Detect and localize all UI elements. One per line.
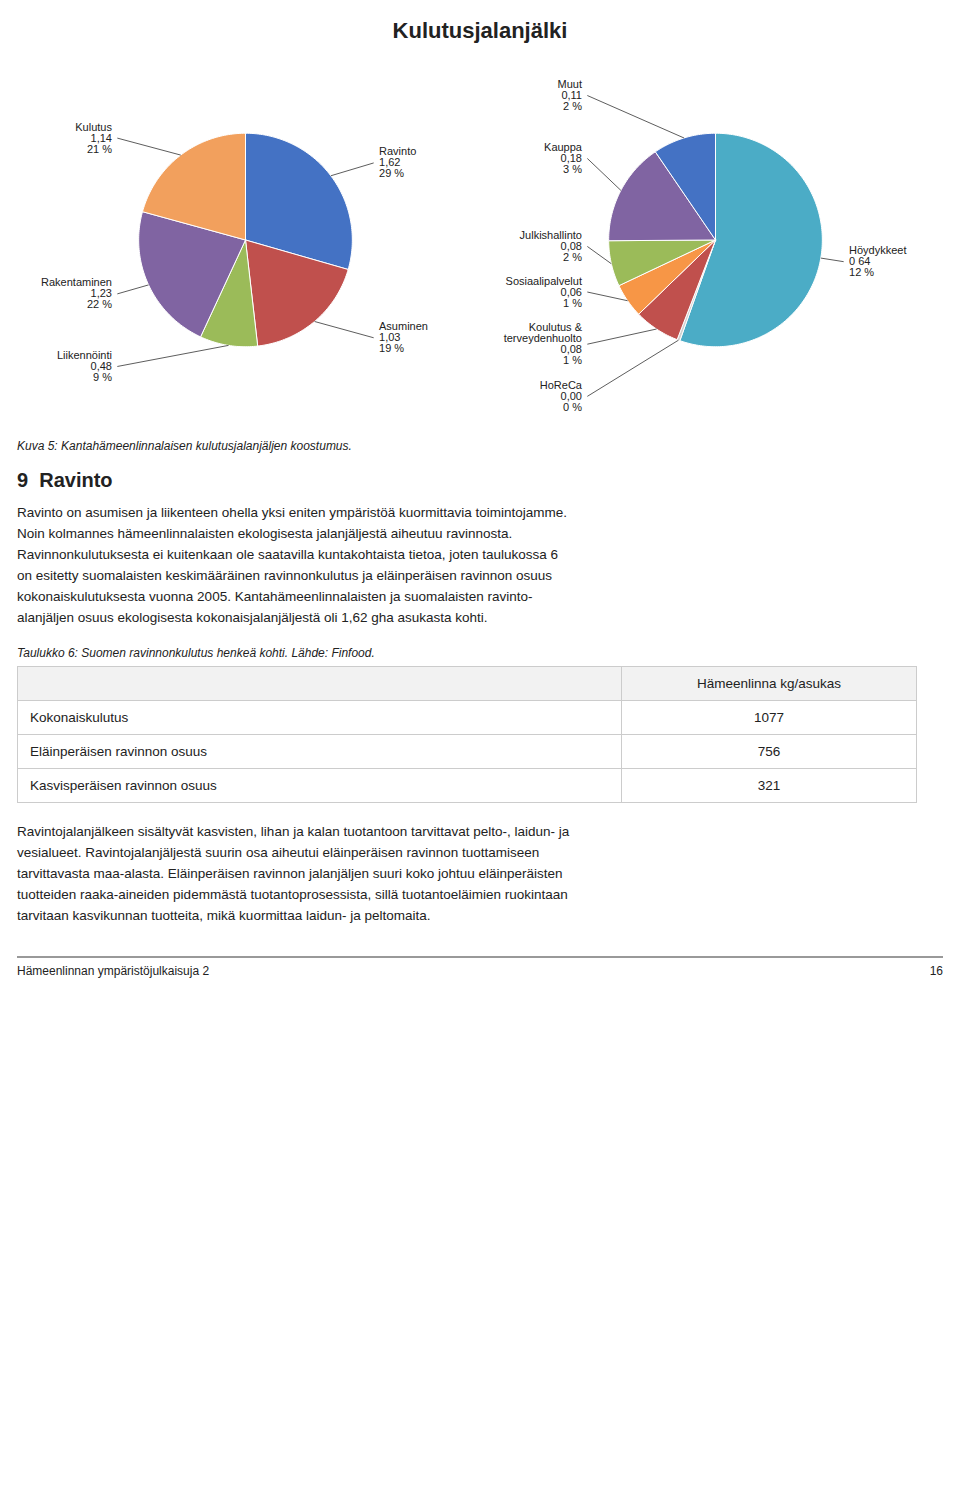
html-text:Kuva 5: Kantahämeenlinnalaisen: Kuva 5: Kantahämeenlinnalaisen kulutusja… [17, 439, 352, 453]
html-text:Ravinto on asumisen ja liikent: Ravinto on asumisen ja liikenteen ohella… [17, 505, 567, 520]
html-text:on esitetty suomalaisten keski: on esitetty suomalaisten keskimääräinen … [17, 568, 553, 583]
html-text:Hämeenlinna kg/asukas: Hämeenlinna kg/asukas [697, 676, 841, 691]
svg-text:Asuminen1,0319 %: Asuminen1,0319 % [379, 320, 428, 354]
html-text:Eläinperäisen ravinnon osuus: Eläinperäisen ravinnon osuus [30, 744, 208, 759]
html-text:vesialueet. Ravintojalanjäljes: vesialueet. Ravintojalanjäljestä suurin … [17, 845, 540, 860]
html-text:tarvittavasta maa-alasta. Eläi: tarvittavasta maa-alasta. Eläinperäisen … [17, 866, 563, 881]
svg-text:Höydykkeet0 6412 %: Höydykkeet0 6412 % [849, 244, 906, 278]
html-text:Taulukko 6: Suomen ravinnonkul: Taulukko 6: Suomen ravinnonkulutus henke… [17, 646, 375, 660]
svg-text:Muut0,112 %: Muut0,112 % [558, 78, 583, 112]
svg-text:Kulutus1,1421 %: Kulutus1,1421 % [75, 121, 112, 155]
html-text:1077: 1077 [754, 710, 784, 725]
html-text:756: 756 [757, 744, 781, 759]
svg-text:Ravinto1,6229 %: Ravinto1,6229 % [379, 145, 416, 179]
html-text:tuotteiden raaka-aineiden pide: tuotteiden raaka-aineiden pidemmästä tuo… [17, 887, 568, 902]
html-text:alanjäljen osuus ekologisesta: alanjäljen osuus ekologisesta kokonaisja… [17, 610, 488, 625]
html-text:Kulutusjalanjälki: Kulutusjalanjälki [392, 18, 568, 43]
html-text:kokonaiskulutuksesta vuonna 20: kokonaiskulutuksesta vuonna 2005. Kantah… [17, 589, 533, 604]
html-text:9 Ravinto: 9 Ravinto [17, 469, 113, 491]
html-text:Noin kolmannes hämeenlinnalais: Noin kolmannes hämeenlinnalaisten ekolog… [17, 526, 513, 541]
html-text:321: 321 [757, 778, 781, 793]
svg-text:Liikennöinti0,489 %: Liikennöinti0,489 % [57, 349, 112, 383]
html-text:16: 16 [929, 964, 943, 978]
html-text:Ravinnonkulutuksesta ei kuiten: Ravinnonkulutuksesta ei kuitenkaan ole s… [17, 547, 559, 562]
svg-text:Julkishallinto0,082 %: Julkishallinto0,082 % [520, 229, 583, 263]
svg-text:HoReCa0,000 %: HoReCa0,000 % [540, 379, 583, 413]
svg-text:Kauppa0,183 %: Kauppa0,183 % [544, 141, 583, 175]
html-text:Kokonaiskulutus: Kokonaiskulutus [30, 710, 129, 725]
svg-text:Sosiaalipalvelut0,061 %: Sosiaalipalvelut0,061 % [506, 275, 583, 309]
html-text:tarvitaan kasvikunnan tuotteit: tarvitaan kasvikunnan tuotteita, mikä ku… [17, 908, 431, 923]
svg-text:Rakentaminen1,2322 %: Rakentaminen1,2322 % [41, 276, 112, 310]
html-text:Ravintojalanjälkeen sisältyvät: Ravintojalanjälkeen sisältyvät kasvisten… [17, 824, 570, 839]
html-text:Kasvisperäisen ravinnon osuus: Kasvisperäisen ravinnon osuus [30, 778, 217, 793]
html-text:Hämeenlinnan ympäristöjulkaisu: Hämeenlinnan ympäristöjulkaisuja 2 [17, 964, 210, 978]
svg-text:Koulutus &terveydenhuolto0,081: Koulutus &terveydenhuolto0,081 % [504, 321, 583, 366]
